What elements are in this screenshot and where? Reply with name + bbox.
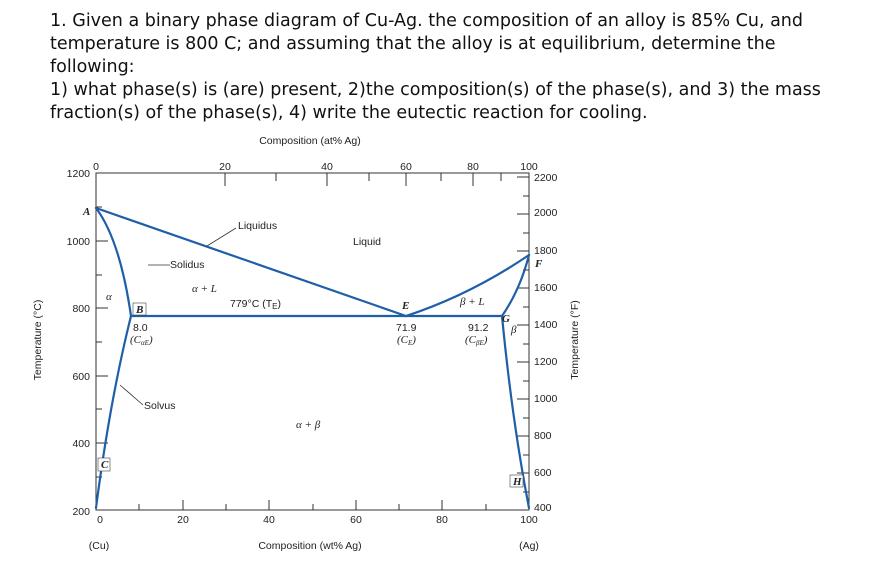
solidus-right (500, 253, 531, 318)
left-tick-label: 400 (72, 438, 90, 450)
bottom-tick-label: 100 (520, 514, 538, 526)
bottom-tick-label: 80 (436, 514, 448, 526)
label-liquidus: Liquidus (238, 220, 277, 232)
value-e-sym: (CE) (397, 334, 416, 347)
right-tick-label: 800 (534, 430, 552, 442)
liquidus-right (404, 253, 531, 318)
label-solvus: Solvus (144, 400, 176, 412)
bottom-tick-label: 40 (263, 514, 275, 526)
point-label-a: A (82, 206, 90, 218)
left-tick-label: 800 (72, 303, 90, 315)
right-tick-label: 600 (534, 467, 552, 479)
label-beta: β (510, 324, 517, 336)
question-line: 1. Given a binary phase diagram of Cu-Ag… (50, 11, 804, 31)
right-tick-labels: 2200 2000 1800 1600 1400 1200 1000 800 6… (534, 172, 558, 514)
left-tick-label: 200 (72, 506, 90, 518)
right-tick-label: 2200 (534, 172, 558, 184)
bottom-tick-label: 60 (350, 514, 362, 526)
point-label-f: F (534, 258, 543, 270)
left-tick-label: 1000 (67, 236, 91, 248)
right-tick-label: 1000 (534, 393, 558, 405)
right-tick-label: 1600 (534, 282, 558, 294)
liquidus-left (94, 206, 408, 318)
eutectic-temp-text: 779°C (T (230, 298, 273, 310)
right-tick-label: 1200 (534, 356, 558, 368)
right-tick-label: 1400 (534, 319, 558, 331)
right-end-label: (Ag) (519, 540, 539, 552)
solidus-left (94, 206, 133, 318)
right-tick-label: 400 (534, 502, 552, 514)
top-axis-title: Composition (at% Ag) (259, 135, 361, 147)
value-e: 71.9 (396, 322, 417, 334)
right-tick-label: 2000 (534, 207, 558, 219)
solvus-right (500, 314, 531, 510)
label-liquid: Liquid (353, 236, 381, 248)
top-tick-label: 40 (321, 161, 333, 173)
phase-boundaries (94, 206, 531, 510)
point-label-h: H (512, 476, 522, 488)
left-tick-labels: 1200 1000 800 600 400 200 (67, 168, 91, 518)
top-tick-label: 60 (400, 161, 412, 173)
top-tick-label: 80 (467, 161, 479, 173)
left-tick-label: 1200 (67, 168, 91, 180)
left-end-label: (Cu) (89, 540, 109, 552)
label-solidus: Solidus (170, 259, 204, 271)
eutectic-temp-sub: E (272, 302, 277, 311)
label-alpha: α (106, 291, 112, 303)
point-label-g: G (502, 313, 510, 325)
question-line: fraction(s) of the phase(s), 4) write th… (50, 103, 648, 123)
left-axis-title: Temperature (°C) (32, 300, 44, 381)
question-text: 1. Given a binary phase diagram of Cu-Ag… (50, 10, 850, 125)
right-tick-label: 1800 (534, 245, 558, 257)
right-ticks (517, 176, 529, 511)
top-ticks (95, 173, 530, 186)
label-alpha-plus-beta: α + β (296, 419, 321, 431)
bottom-tick-label: 0 (97, 514, 103, 526)
label-beta-plus-l: β + L (459, 296, 485, 308)
top-tick-label: 20 (219, 161, 231, 173)
right-axis-title: Temperature (°F) (569, 300, 581, 379)
value-b: 8.0 (133, 322, 148, 334)
value-g-sym: (CβE) (465, 334, 488, 347)
bottom-axis-title: Composition (wt% Ag) (258, 540, 361, 552)
left-ticks (96, 172, 108, 478)
top-tick-labels: 0 20 40 60 80 100 (93, 161, 538, 173)
solvus-left (94, 314, 133, 510)
top-tick-label: 100 (520, 161, 538, 173)
value-g: 91.2 (468, 322, 489, 334)
top-tick-label: 0 (93, 161, 99, 173)
point-label-b: B (135, 304, 143, 316)
bottom-tick-labels: 0 20 40 60 80 100 (97, 514, 538, 526)
leader-lines (119, 227, 237, 406)
question-line: 1) what phase(s) is (are) present, 2)the… (50, 80, 821, 100)
point-label-e: E (401, 300, 409, 312)
left-tick-label: 600 (72, 371, 90, 383)
question-line: temperature is 800 C; and assuming that … (50, 34, 776, 77)
value-b-sym: (CαE) (130, 334, 153, 347)
point-label-c: C (101, 459, 109, 471)
eutectic-temp-label: 779°C (TE) (230, 298, 281, 311)
label-alpha-plus-l: α + L (192, 283, 217, 295)
bottom-ticks (138, 500, 487, 510)
bottom-tick-label: 20 (177, 514, 189, 526)
